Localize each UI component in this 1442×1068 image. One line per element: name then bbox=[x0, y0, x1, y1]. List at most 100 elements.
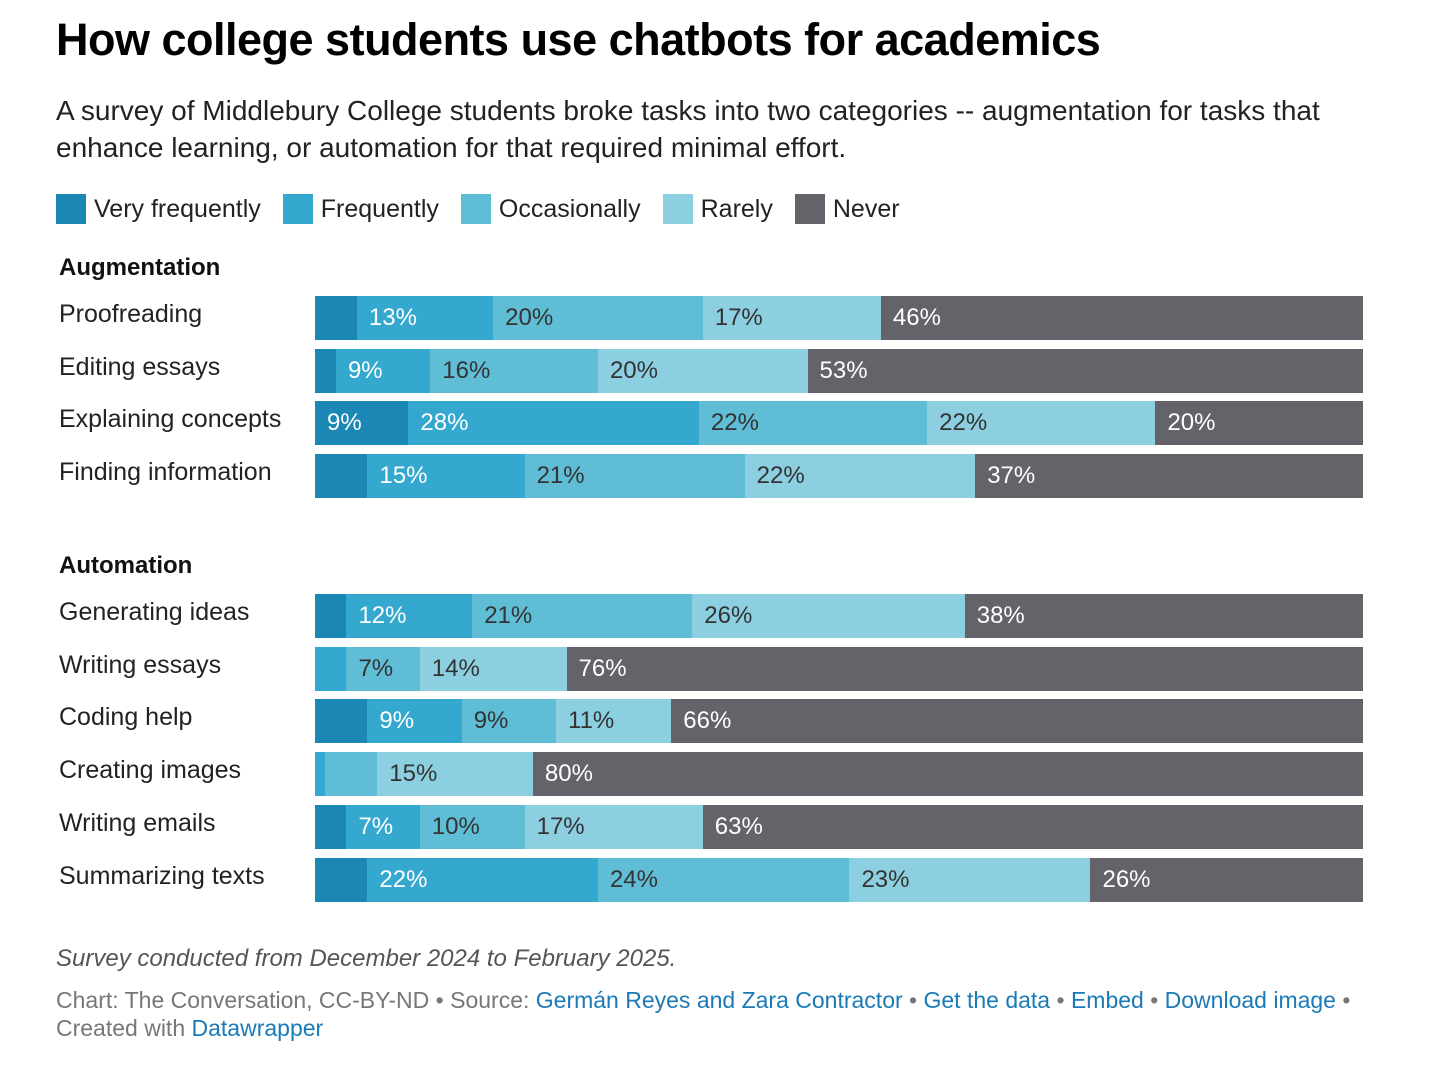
chart-title: How college students use chatbots for ac… bbox=[56, 14, 1101, 65]
bar-segment-very-frequently bbox=[315, 296, 357, 340]
survey-note: Survey conducted from December 2024 to F… bbox=[56, 945, 677, 972]
bar-segment-rarely: 17% bbox=[702, 296, 881, 340]
bar-segment-occasionally: 21% bbox=[524, 454, 745, 499]
bar-segment-frequently: 13% bbox=[356, 296, 494, 340]
group-title: Automation bbox=[59, 552, 193, 579]
group-title: Augmentation bbox=[59, 254, 221, 281]
datawrapper-link[interactable]: Datawrapper bbox=[191, 1015, 324, 1041]
bar-segment-occasionally: 16% bbox=[430, 348, 598, 393]
bar-segment-occasionally: 22% bbox=[698, 401, 928, 446]
separator: • bbox=[1342, 987, 1351, 1013]
separator: • bbox=[1150, 987, 1159, 1013]
get-data-link[interactable]: Get the data bbox=[923, 987, 1051, 1013]
bar-segment-occasionally: 20% bbox=[493, 296, 703, 340]
bar-segment-occasionally: 9% bbox=[461, 699, 557, 744]
source-prefix: Source: bbox=[450, 987, 530, 1013]
stacked-bar: 15% 80% bbox=[315, 752, 1363, 797]
legend-item: Rarely bbox=[662, 194, 773, 224]
bar-segment-very-frequently bbox=[315, 804, 347, 849]
legend-item: Occasionally bbox=[460, 194, 641, 224]
bar-segment-occasionally bbox=[325, 752, 378, 797]
stacked-bar: 22% 24% 23% 26% bbox=[315, 857, 1363, 902]
bar-segment-never: 53% bbox=[807, 348, 1363, 393]
stacked-bar: 9% 9% 11% 66% bbox=[315, 699, 1363, 744]
legend: Very frequently Frequently Occasionally Rar… bbox=[56, 194, 922, 224]
stacked-bar: 7% 14% 76% bbox=[315, 646, 1363, 691]
bar-segment-never: 26% bbox=[1090, 857, 1363, 902]
bar-segment-frequently: 7% bbox=[346, 804, 420, 849]
bar-segment-frequently: 9% bbox=[367, 699, 462, 744]
legend-label: Rarely bbox=[700, 194, 773, 223]
stacked-bar: 9% 16% 20% 53% bbox=[315, 348, 1363, 393]
separator: • bbox=[909, 987, 918, 1013]
bar-segment-never: 20% bbox=[1155, 401, 1363, 446]
legend-item: Never bbox=[794, 194, 900, 224]
bar-segment-very-frequently bbox=[315, 594, 347, 638]
bar-segment-frequently: 12% bbox=[346, 594, 473, 638]
legend-item: Frequently bbox=[282, 194, 439, 224]
row-label: Writing emails bbox=[59, 808, 216, 837]
row-label: Explaining concepts bbox=[59, 405, 282, 434]
chart-subtitle: A survey of Middlebury College students … bbox=[56, 95, 1320, 163]
legend-label: Frequently bbox=[320, 194, 439, 223]
row-label: Generating ideas bbox=[59, 598, 250, 626]
bar-segment-never: 38% bbox=[964, 594, 1363, 638]
separator: • bbox=[435, 987, 444, 1013]
stacked-bar: 12% 21% 26% 38% bbox=[315, 594, 1363, 638]
bar-segment-rarely: 11% bbox=[556, 699, 672, 744]
bar-segment-occasionally: 24% bbox=[597, 857, 850, 902]
bar-segment-rarely: 22% bbox=[927, 401, 1156, 446]
chart-credit: Chart: The Conversation, CC-BY-ND bbox=[56, 987, 430, 1013]
bar-segment-never: 63% bbox=[702, 804, 1363, 849]
legend-swatch bbox=[794, 194, 825, 224]
legend-swatch bbox=[662, 194, 693, 224]
bar-segment-rarely: 17% bbox=[524, 804, 703, 849]
bar-segment-never: 80% bbox=[532, 752, 1363, 797]
legend-label: Never bbox=[832, 194, 900, 223]
row-label: Coding help bbox=[59, 703, 193, 732]
stacked-bar: 7% 10% 17% 63% bbox=[315, 804, 1363, 849]
embed-link[interactable]: Embed bbox=[1070, 987, 1144, 1013]
row-label: Proofreading bbox=[59, 300, 203, 328]
download-image-link[interactable]: Download image bbox=[1164, 987, 1336, 1013]
bar-segment-occasionally: 21% bbox=[472, 594, 693, 638]
bar-segment-never: 46% bbox=[880, 296, 1363, 340]
row-label: Editing essays bbox=[59, 352, 221, 381]
row-label: Writing essays bbox=[59, 650, 222, 679]
bar-segment-rarely: 14% bbox=[419, 646, 567, 691]
bar-segment-rarely: 15% bbox=[377, 752, 533, 797]
row-label: Finding information bbox=[59, 458, 272, 487]
legend-swatch bbox=[56, 194, 86, 224]
footer: Chart: The Conversation, CC-BY-ND • Sour… bbox=[56, 986, 1356, 1042]
bar-segment-rarely: 22% bbox=[744, 454, 976, 499]
stacked-bar: 13% 20% 17% 46% bbox=[315, 296, 1363, 340]
separator: • bbox=[1056, 987, 1065, 1013]
bar-segment-very-frequently bbox=[315, 857, 368, 902]
bar-segment-frequently: 22% bbox=[367, 857, 598, 902]
stacked-bar: 9% 28% 22% 22% 20% bbox=[315, 401, 1363, 446]
bar-segment-frequently: 9% bbox=[335, 348, 431, 393]
bar-segment-never: 66% bbox=[671, 699, 1363, 744]
bar-segment-occasionally: 10% bbox=[419, 804, 525, 849]
bar-segment-very-frequently bbox=[315, 454, 368, 499]
row-label: Creating images bbox=[59, 756, 242, 785]
legend-label: Very frequently bbox=[94, 194, 261, 223]
created-prefix: Created with bbox=[56, 1015, 186, 1041]
legend-label: Occasionally bbox=[498, 194, 641, 223]
legend-swatch bbox=[282, 194, 313, 224]
bar-segment-frequently bbox=[315, 752, 326, 797]
bar-segment-very-frequently: 9% bbox=[315, 401, 409, 446]
bar-segment-rarely: 23% bbox=[849, 857, 1091, 902]
bar-segment-occasionally: 7% bbox=[346, 646, 420, 691]
legend-swatch bbox=[460, 194, 491, 224]
bar-segment-frequently bbox=[315, 646, 347, 691]
source-link[interactable]: Germán Reyes and Zara Contractor bbox=[535, 987, 903, 1013]
legend-item: Very frequently bbox=[56, 194, 261, 224]
bar-segment-very-frequently bbox=[315, 699, 368, 744]
bar-segment-never: 76% bbox=[566, 646, 1363, 691]
stacked-bar: 15% 21% 22% 37% bbox=[315, 454, 1363, 499]
bar-segment-rarely: 20% bbox=[597, 348, 808, 393]
bar-segment-never: 37% bbox=[975, 454, 1363, 499]
bar-segment-frequently: 28% bbox=[408, 401, 699, 446]
row-label: Summarizing texts bbox=[59, 861, 265, 890]
